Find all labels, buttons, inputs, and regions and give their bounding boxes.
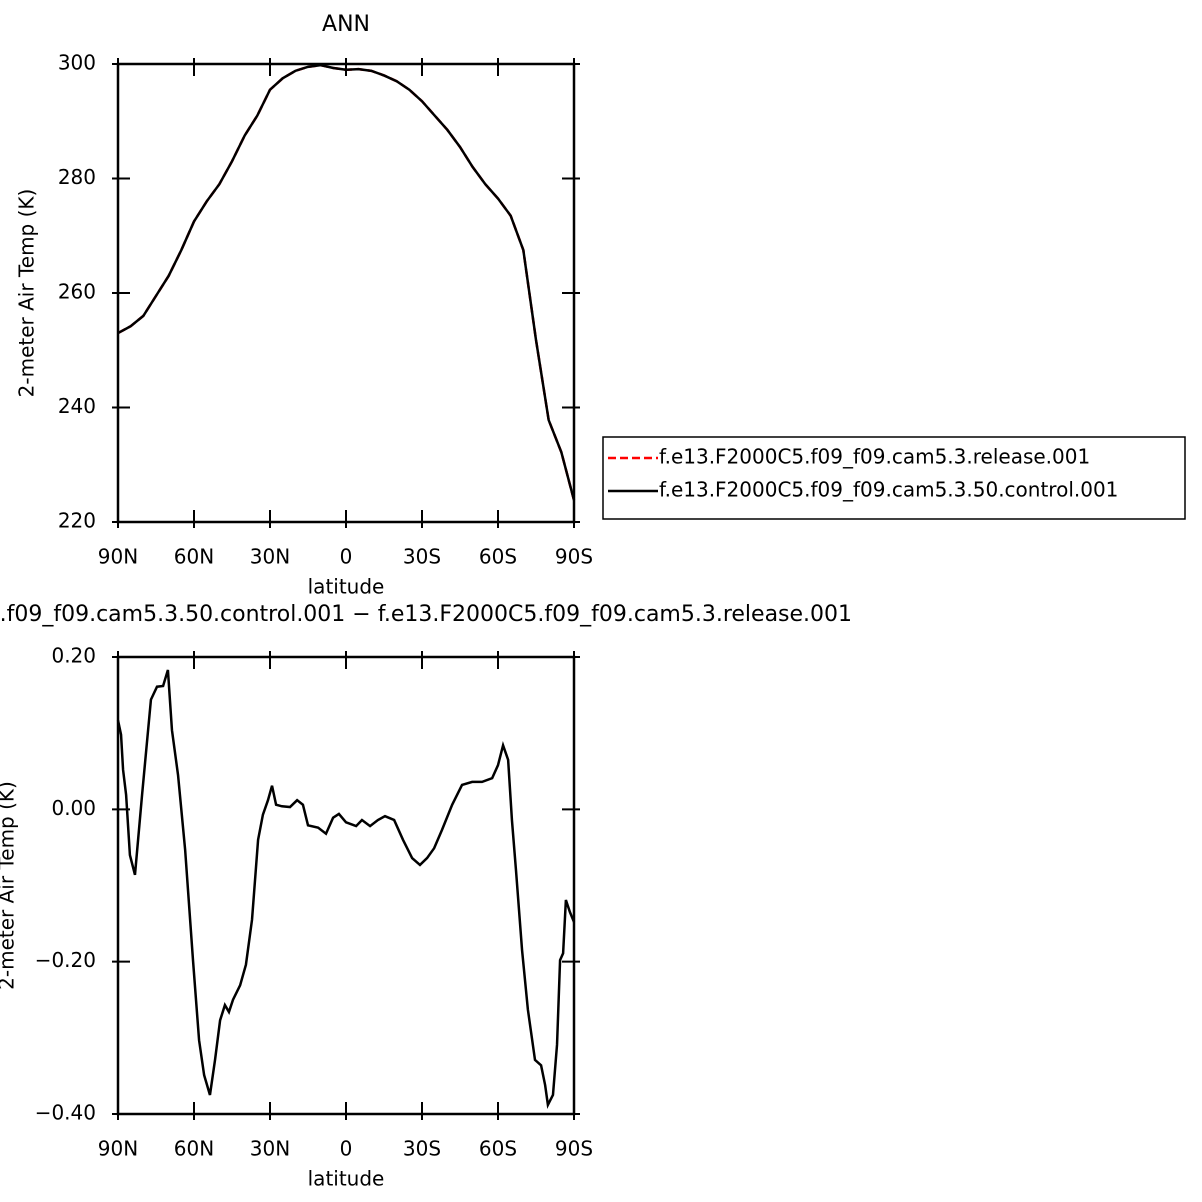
x-tick-label: 0 <box>340 545 353 569</box>
y-tick-label: −0.40 <box>35 1101 96 1125</box>
x-tick-label: 90N <box>98 1137 138 1161</box>
y-axis-label: 2-meter Air Temp (K) <box>15 189 39 398</box>
x-tick-label: 60S <box>479 545 517 569</box>
y-tick-label: 0.00 <box>51 796 96 820</box>
legend-label: f.e13.F2000C5.f09_f09.cam5.3.release.001 <box>659 445 1090 469</box>
x-axis-label: latitude <box>308 575 385 599</box>
plot-frame <box>116 62 576 524</box>
data-line <box>116 669 576 1109</box>
y-axis-label: 2-meter Air Temp (K) <box>0 781 19 990</box>
data-line <box>117 63 576 501</box>
y-tick-label: 240 <box>58 394 96 418</box>
x-tick-label: 90S <box>555 1137 593 1161</box>
x-tick-label: 30S <box>403 545 441 569</box>
legend-box <box>602 436 1186 520</box>
data-line <box>117 63 576 501</box>
y-tick-label: −0.20 <box>35 948 96 972</box>
legend-label: f.e13.F2000C5.f09_f09.cam5.3.50.control.… <box>659 478 1118 502</box>
x-tick-label: 60S <box>479 1137 517 1161</box>
x-tick-label: 60N <box>174 545 214 569</box>
y-tick-label: 220 <box>58 509 96 533</box>
x-tick-label: 0 <box>340 1137 353 1161</box>
y-tick-label: 0.20 <box>51 644 96 668</box>
x-tick-label: 60N <box>174 1137 214 1161</box>
x-tick-label: 90S <box>555 545 593 569</box>
x-axis-label: latitude <box>308 1167 385 1191</box>
x-tick-label: 30S <box>403 1137 441 1161</box>
y-tick-label: 280 <box>58 165 96 189</box>
x-tick-label: 30N <box>250 1137 290 1161</box>
chart-title: ANN <box>322 12 370 37</box>
plot-frame <box>116 655 576 1116</box>
chart-title: f.e13.F2000C5.f09_f09.cam5.3.50.control.… <box>0 602 852 627</box>
x-tick-label: 90N <box>98 545 138 569</box>
x-tick-label: 30N <box>250 545 290 569</box>
y-tick-label: 260 <box>58 280 96 304</box>
y-tick-label: 300 <box>58 51 96 75</box>
